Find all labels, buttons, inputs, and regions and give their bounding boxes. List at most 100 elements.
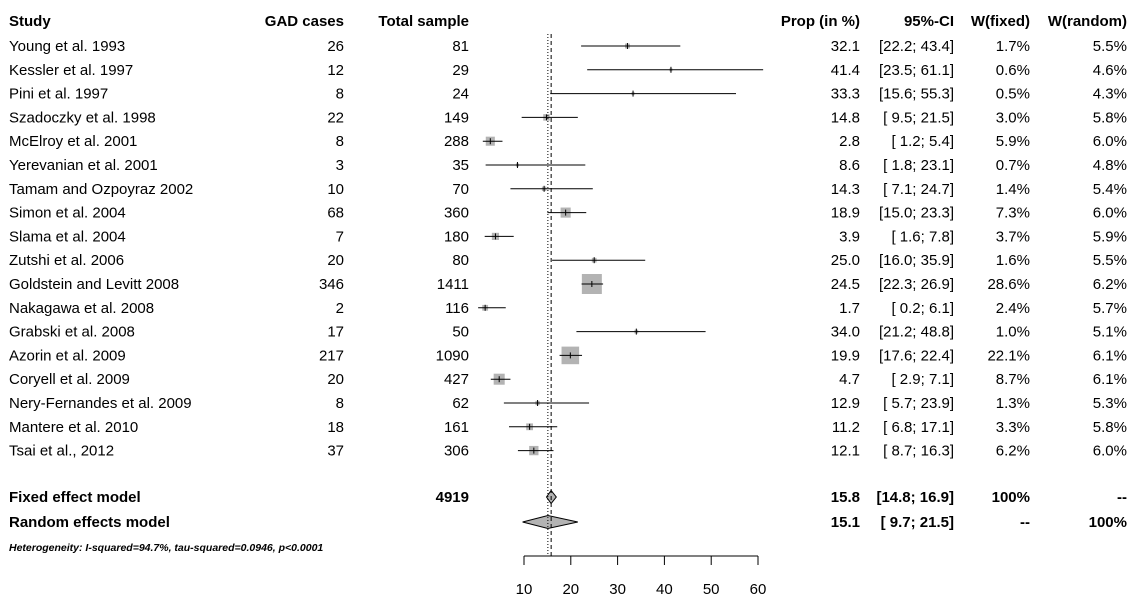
- study-ci: [22.3; 26.9]: [879, 276, 954, 293]
- study-ci: [21.2; 48.8]: [879, 324, 954, 341]
- study-w-random: 5.9%: [1093, 228, 1127, 245]
- study-name: McElroy et al. 2001: [9, 133, 137, 150]
- study-total-sample: 62: [452, 395, 469, 412]
- study-w-fixed: 2.4%: [996, 300, 1030, 317]
- study-total-sample: 81: [452, 38, 469, 55]
- study-gad-cases: 20: [327, 371, 344, 388]
- study-w-random: 4.6%: [1093, 62, 1127, 79]
- study-total-sample: 161: [444, 419, 469, 436]
- study-name: Simon et al. 2004: [9, 205, 126, 222]
- study-w-fixed: 3.0%: [996, 109, 1030, 126]
- x-axis-tick-label: 40: [656, 581, 673, 596]
- study-w-random: 5.8%: [1093, 419, 1127, 436]
- study-w-fixed: 0.6%: [996, 62, 1030, 79]
- study-prop: 14.3: [831, 181, 860, 198]
- study-gad-cases: 17: [327, 324, 344, 341]
- study-ci: [ 6.8; 17.1]: [883, 419, 954, 436]
- fixed-effect-total: 4919: [436, 489, 469, 506]
- study-w-random: 4.8%: [1093, 157, 1127, 174]
- x-axis-tick-label: 20: [562, 581, 579, 596]
- study-w-fixed: 0.7%: [996, 157, 1030, 174]
- study-total-sample: 180: [444, 228, 469, 245]
- study-prop: 3.9: [839, 228, 860, 245]
- study-w-fixed: 1.3%: [996, 395, 1030, 412]
- study-w-fixed: 22.1%: [987, 347, 1030, 364]
- study-w-random: 5.5%: [1093, 38, 1127, 55]
- study-prop: 11.2: [832, 419, 860, 436]
- study-total-sample: 288: [444, 133, 469, 150]
- study-ci: [ 9.5; 21.5]: [883, 109, 954, 126]
- random-effects-w-random: 100%: [1089, 514, 1127, 531]
- study-w-fixed: 3.3%: [996, 419, 1030, 436]
- study-ci: [15.6; 55.3]: [879, 86, 954, 103]
- study-prop: 19.9: [831, 347, 860, 364]
- study-gad-cases: 7: [336, 228, 344, 245]
- study-ci: [22.2; 43.4]: [879, 38, 954, 55]
- study-name: Coryell et al. 2009: [9, 371, 130, 388]
- x-axis-tick-label: 60: [750, 581, 767, 596]
- fixed-effect-ci: [14.8; 16.9]: [876, 489, 954, 506]
- study-prop: 4.7: [839, 371, 860, 388]
- study-prop: 24.5: [831, 276, 860, 293]
- study-w-fixed: 1.6%: [996, 252, 1030, 269]
- study-ci: [ 1.2; 5.4]: [891, 133, 954, 150]
- random-effects-label: Random effects model: [9, 514, 170, 531]
- study-prop: 8.6: [839, 157, 860, 174]
- study-prop: 12.9: [831, 395, 860, 412]
- study-ci: [ 2.9; 7.1]: [891, 371, 954, 388]
- study-w-random: 6.0%: [1093, 205, 1127, 222]
- study-name: Grabski et al. 2008: [9, 324, 135, 341]
- study-total-sample: 24: [452, 86, 469, 103]
- study-w-fixed: 7.3%: [996, 205, 1030, 222]
- study-gad-cases: 217: [319, 347, 344, 364]
- study-name: Tsai et al., 2012: [9, 443, 114, 460]
- study-ci: [ 1.6; 7.8]: [891, 228, 954, 245]
- study-gad-cases: 26: [327, 38, 344, 55]
- study-total-sample: 70: [452, 181, 469, 198]
- study-total-sample: 1411: [437, 276, 469, 293]
- study-w-random: 6.2%: [1093, 276, 1127, 293]
- study-gad-cases: 10: [327, 181, 344, 198]
- study-prop: 14.8: [831, 109, 860, 126]
- study-total-sample: 1090: [436, 347, 469, 364]
- study-ci: [ 7.1; 24.7]: [883, 181, 954, 198]
- study-w-random: 5.5%: [1093, 252, 1127, 269]
- study-total-sample: 306: [444, 443, 469, 460]
- study-total-sample: 50: [452, 324, 469, 341]
- study-w-random: 6.0%: [1093, 443, 1127, 460]
- header-w-random: W(random): [1048, 13, 1127, 30]
- study-gad-cases: 8: [336, 395, 344, 412]
- study-name: Goldstein and Levitt 2008: [9, 276, 179, 293]
- header-w-fixed: W(fixed): [971, 13, 1030, 30]
- study-ci: [ 8.7; 16.3]: [883, 443, 954, 460]
- study-total-sample: 116: [445, 300, 469, 317]
- study-prop: 18.9: [831, 205, 860, 222]
- study-gad-cases: 8: [336, 133, 344, 150]
- fixed-effect-w-random: --: [1117, 489, 1127, 506]
- study-prop: 33.3: [831, 86, 860, 103]
- study-name: Mantere et al. 2010: [9, 419, 138, 436]
- study-ci: [ 5.7; 23.9]: [883, 395, 954, 412]
- study-ci: [17.6; 22.4]: [879, 347, 954, 364]
- study-gad-cases: 3: [336, 157, 344, 174]
- x-axis-tick-label: 30: [609, 581, 626, 596]
- study-w-fixed: 1.0%: [996, 324, 1030, 341]
- study-prop: 41.4: [831, 62, 860, 79]
- study-w-random: 5.8%: [1093, 109, 1127, 126]
- study-w-fixed: 1.7%: [996, 38, 1030, 55]
- study-gad-cases: 2: [336, 300, 344, 317]
- study-name: Zutshi et al. 2006: [9, 252, 124, 269]
- study-total-sample: 149: [444, 109, 469, 126]
- header-study: Study: [9, 13, 51, 30]
- study-w-fixed: 3.7%: [996, 228, 1030, 245]
- study-name: Young et al. 1993: [9, 38, 125, 55]
- study-prop: 34.0: [831, 324, 860, 341]
- study-gad-cases: 68: [327, 205, 344, 222]
- study-w-random: 5.1%: [1093, 324, 1127, 341]
- study-name: Yerevanian et al. 2001: [9, 157, 158, 174]
- study-total-sample: 29: [452, 62, 469, 79]
- x-axis-tick-label: 50: [703, 581, 720, 596]
- study-prop: 32.1: [831, 38, 860, 55]
- study-w-random: 6.1%: [1093, 371, 1127, 388]
